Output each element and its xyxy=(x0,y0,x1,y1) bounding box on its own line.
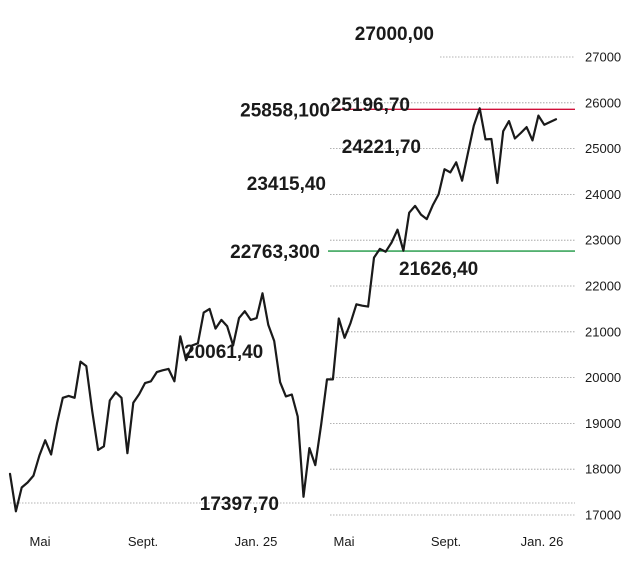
y-axis-ticks: 17000 18000 19000 20000 21000 22000 23000 24000… xyxy=(585,50,621,523)
x-tick-label: Sept. xyxy=(431,534,461,549)
y-tick-label: 17000 xyxy=(585,508,621,523)
x-axis-ticks: Mai Sept. Jan. 25 Mai Sept. Jan. 26 xyxy=(30,534,564,549)
value-annotation: 20061,40 xyxy=(184,342,263,363)
value-annotation: 24221,70 xyxy=(342,137,421,158)
value-annotation: 27000,00 xyxy=(355,24,434,45)
y-tick-label: 27000 xyxy=(585,50,621,65)
reference-line-label: 22763,300 xyxy=(230,242,320,263)
y-tick-label: 22000 xyxy=(585,279,621,294)
y-tick-label: 24000 xyxy=(585,187,621,202)
value-annotation: 21626,40 xyxy=(399,259,478,280)
value-annotation: 25196,70 xyxy=(331,95,410,116)
y-tick-label: 23000 xyxy=(585,233,621,248)
x-tick-label: Jan. 26 xyxy=(521,534,564,549)
value-annotation: 23415,40 xyxy=(247,174,326,195)
y-tick-label: 18000 xyxy=(585,462,621,477)
y-tick-label: 21000 xyxy=(585,324,621,339)
value-annotations: 27000,00 25196,70 24221,70 23415,40 21626,40… xyxy=(184,24,478,515)
series-group xyxy=(8,107,558,513)
x-tick-label: Mai xyxy=(30,534,51,549)
reference-lines: 25858,100 22763,300 xyxy=(230,100,575,263)
value-annotation: 17397,70 xyxy=(200,494,279,515)
series-line xyxy=(8,107,558,513)
x-tick-label: Mai xyxy=(334,534,355,549)
x-tick-label: Jan. 25 xyxy=(235,534,278,549)
x-tick-label: Sept. xyxy=(128,534,158,549)
grid-lines xyxy=(10,56,575,516)
y-tick-label: 25000 xyxy=(585,141,621,156)
y-tick-label: 20000 xyxy=(585,370,621,385)
y-tick-label: 26000 xyxy=(585,95,621,110)
reference-line-label: 25858,100 xyxy=(240,100,330,121)
y-tick-label: 19000 xyxy=(585,416,621,431)
